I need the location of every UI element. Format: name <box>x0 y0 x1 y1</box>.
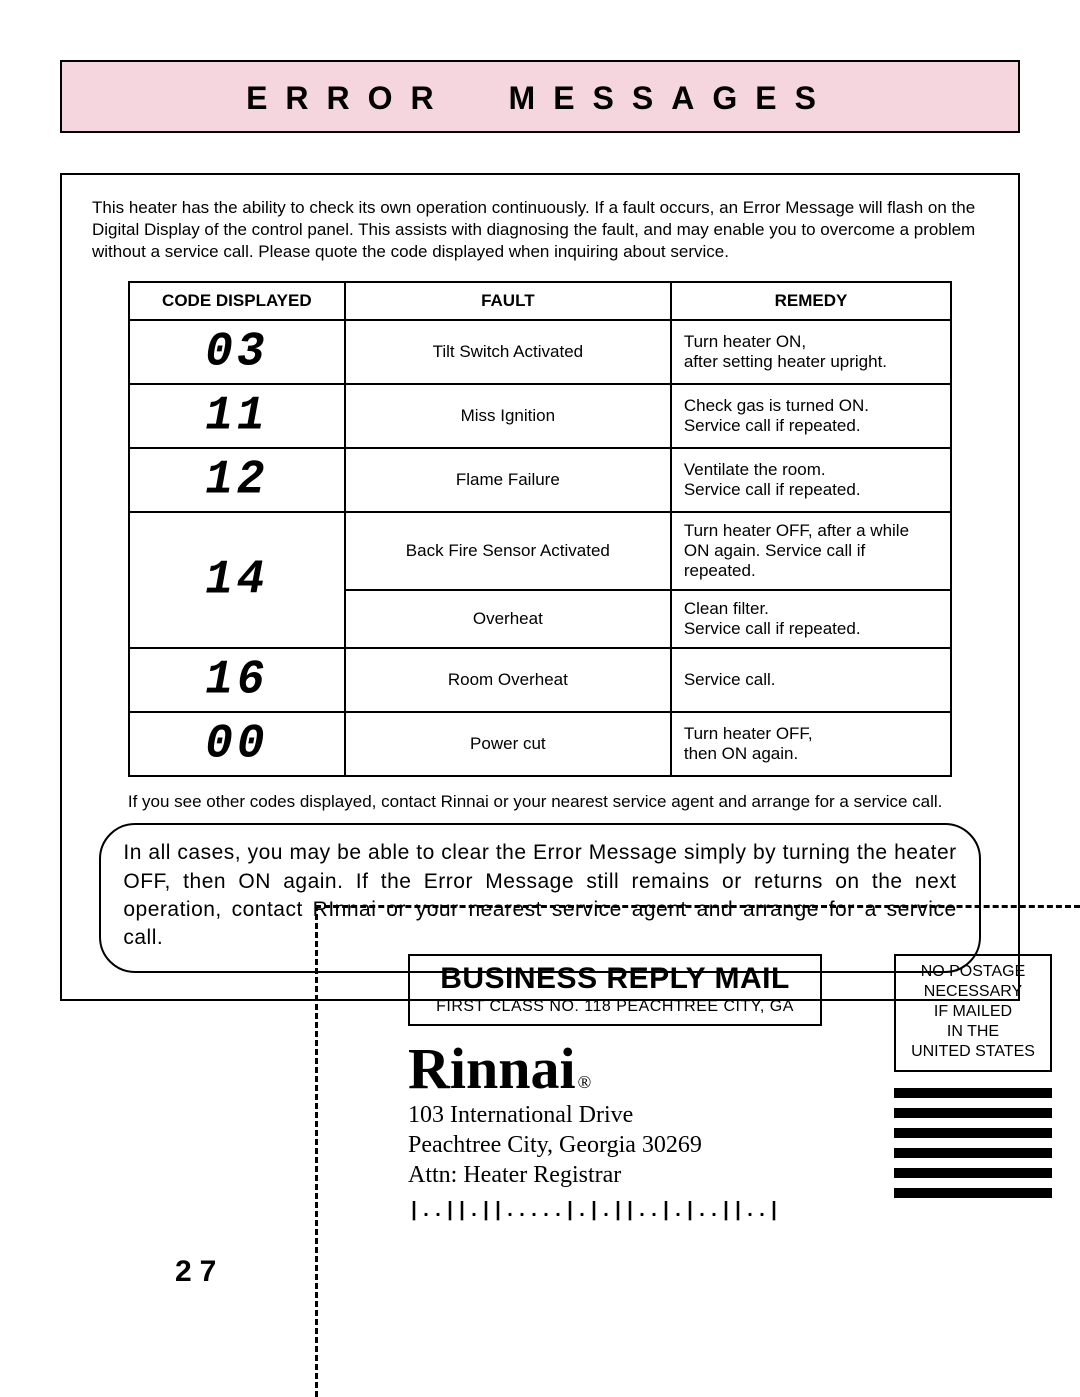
table-row: 11 Miss Ignition Check gas is turned ON.… <box>129 384 951 448</box>
postage-line: NO POSTAGE <box>900 962 1046 982</box>
table-row: 00 Power cut Turn heater OFF,then ON aga… <box>129 712 951 776</box>
brm-title-box: BUSINESS REPLY MAIL FIRST CLASS NO. 118 … <box>408 954 822 1026</box>
fault-text: Miss Ignition <box>345 384 671 448</box>
postage-line: IN THE <box>900 1022 1046 1042</box>
page-number: 27 <box>175 1255 224 1289</box>
col-header-remedy: REMEDY <box>671 282 951 320</box>
postage-line: UNITED STATES <box>900 1042 1046 1062</box>
title-banner: ERROR MESSAGES <box>60 60 1020 133</box>
fault-text: Overheat <box>345 590 671 648</box>
remedy-text: Turn heater ON,after setting heater upri… <box>671 320 951 384</box>
code-display: 16 <box>129 648 345 712</box>
postage-line: NECESSARY <box>900 982 1046 1002</box>
registered-mark-icon: ® <box>578 1072 592 1092</box>
fault-text: Room Overheat <box>345 648 671 712</box>
remedy-text: Turn heater OFF, after a while ON again.… <box>671 512 951 590</box>
remedy-text: Service call. <box>671 648 951 712</box>
fault-text: Back Fire Sensor Activated <box>345 512 671 590</box>
postage-block: NO POSTAGE NECESSARY IF MAILED IN THE UN… <box>894 954 1052 1208</box>
postage-line: IF MAILED <box>900 1002 1046 1022</box>
other-codes-note: If you see other codes displayed, contac… <box>128 791 952 813</box>
fault-text: Power cut <box>345 712 671 776</box>
code-display: 00 <box>129 712 345 776</box>
page: ERROR MESSAGES This heater has the abili… <box>0 0 1080 1397</box>
error-messages-box: This heater has the ability to check its… <box>60 173 1020 1001</box>
business-reply-mail: NO POSTAGE NECESSARY IF MAILED IN THE UN… <box>315 905 1080 1397</box>
brm-subtitle: FIRST CLASS NO. 118 PEACHTREE CITY, GA <box>420 998 810 1016</box>
remedy-text: Ventilate the room.Service call if repea… <box>671 448 951 512</box>
code-display: 12 <box>129 448 345 512</box>
table-row: 03 Tilt Switch Activated Turn heater ON,… <box>129 320 951 384</box>
code-display: 11 <box>129 384 345 448</box>
brm-title: BUSINESS REPLY MAIL <box>420 962 810 996</box>
table-row: 14 Back Fire Sensor Activated Turn heate… <box>129 512 951 590</box>
table-row: 12 Flame Failure Ventilate the room.Serv… <box>129 448 951 512</box>
table-row: 16 Room Overheat Service call. <box>129 648 951 712</box>
table-header-row: CODE DISPLAYED FAULT REMEDY <box>129 282 951 320</box>
code-display: 03 <box>129 320 345 384</box>
col-header-code: CODE DISPLAYED <box>129 282 345 320</box>
remedy-text: Check gas is turned ON.Service call if r… <box>671 384 951 448</box>
fault-text: Tilt Switch Activated <box>345 320 671 384</box>
error-code-table: CODE DISPLAYED FAULT REMEDY 03 Tilt Swit… <box>128 281 952 777</box>
no-postage-box: NO POSTAGE NECESSARY IF MAILED IN THE UN… <box>894 954 1052 1072</box>
postage-bars <box>894 1088 1052 1198</box>
remedy-text: Clean filter.Service call if repeated. <box>671 590 951 648</box>
intro-text: This heater has the ability to check its… <box>92 197 988 263</box>
fault-text: Flame Failure <box>345 448 671 512</box>
remedy-text: Turn heater OFF,then ON again. <box>671 712 951 776</box>
code-display: 14 <box>129 512 345 648</box>
col-header-fault: FAULT <box>345 282 671 320</box>
